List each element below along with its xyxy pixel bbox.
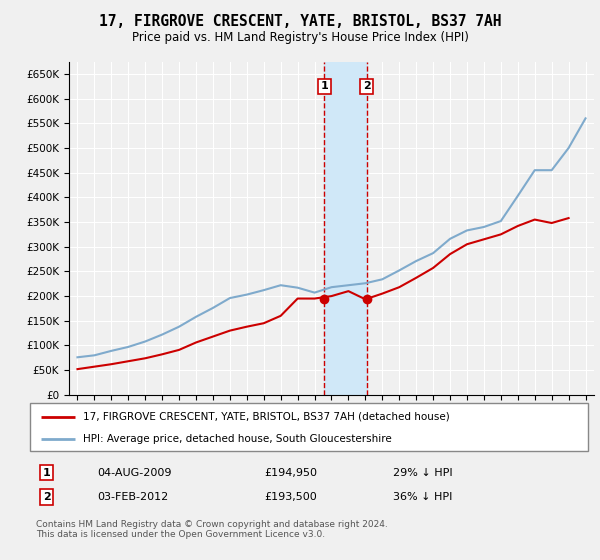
- Bar: [325, 62, 367, 395]
- Text: 03-FEB-2012: 03-FEB-2012: [97, 492, 168, 502]
- Text: £193,500: £193,500: [265, 492, 317, 502]
- Text: Contains HM Land Registry data © Crown copyright and database right 2024.
This d: Contains HM Land Registry data © Crown c…: [35, 520, 388, 539]
- Text: 04-AUG-2009: 04-AUG-2009: [97, 468, 172, 478]
- Text: 17, FIRGROVE CRESCENT, YATE, BRISTOL, BS37 7AH: 17, FIRGROVE CRESCENT, YATE, BRISTOL, BS…: [99, 14, 501, 29]
- Text: 36% ↓ HPI: 36% ↓ HPI: [392, 492, 452, 502]
- Text: £194,950: £194,950: [265, 468, 317, 478]
- Text: HPI: Average price, detached house, South Gloucestershire: HPI: Average price, detached house, Sout…: [83, 434, 392, 444]
- Text: 29% ↓ HPI: 29% ↓ HPI: [392, 468, 452, 478]
- Text: 1: 1: [320, 81, 328, 91]
- Text: 2: 2: [43, 492, 50, 502]
- Text: 2: 2: [363, 81, 371, 91]
- Text: 17, FIRGROVE CRESCENT, YATE, BRISTOL, BS37 7AH (detached house): 17, FIRGROVE CRESCENT, YATE, BRISTOL, BS…: [83, 412, 450, 422]
- Text: Price paid vs. HM Land Registry's House Price Index (HPI): Price paid vs. HM Land Registry's House …: [131, 31, 469, 44]
- Text: 1: 1: [43, 468, 50, 478]
